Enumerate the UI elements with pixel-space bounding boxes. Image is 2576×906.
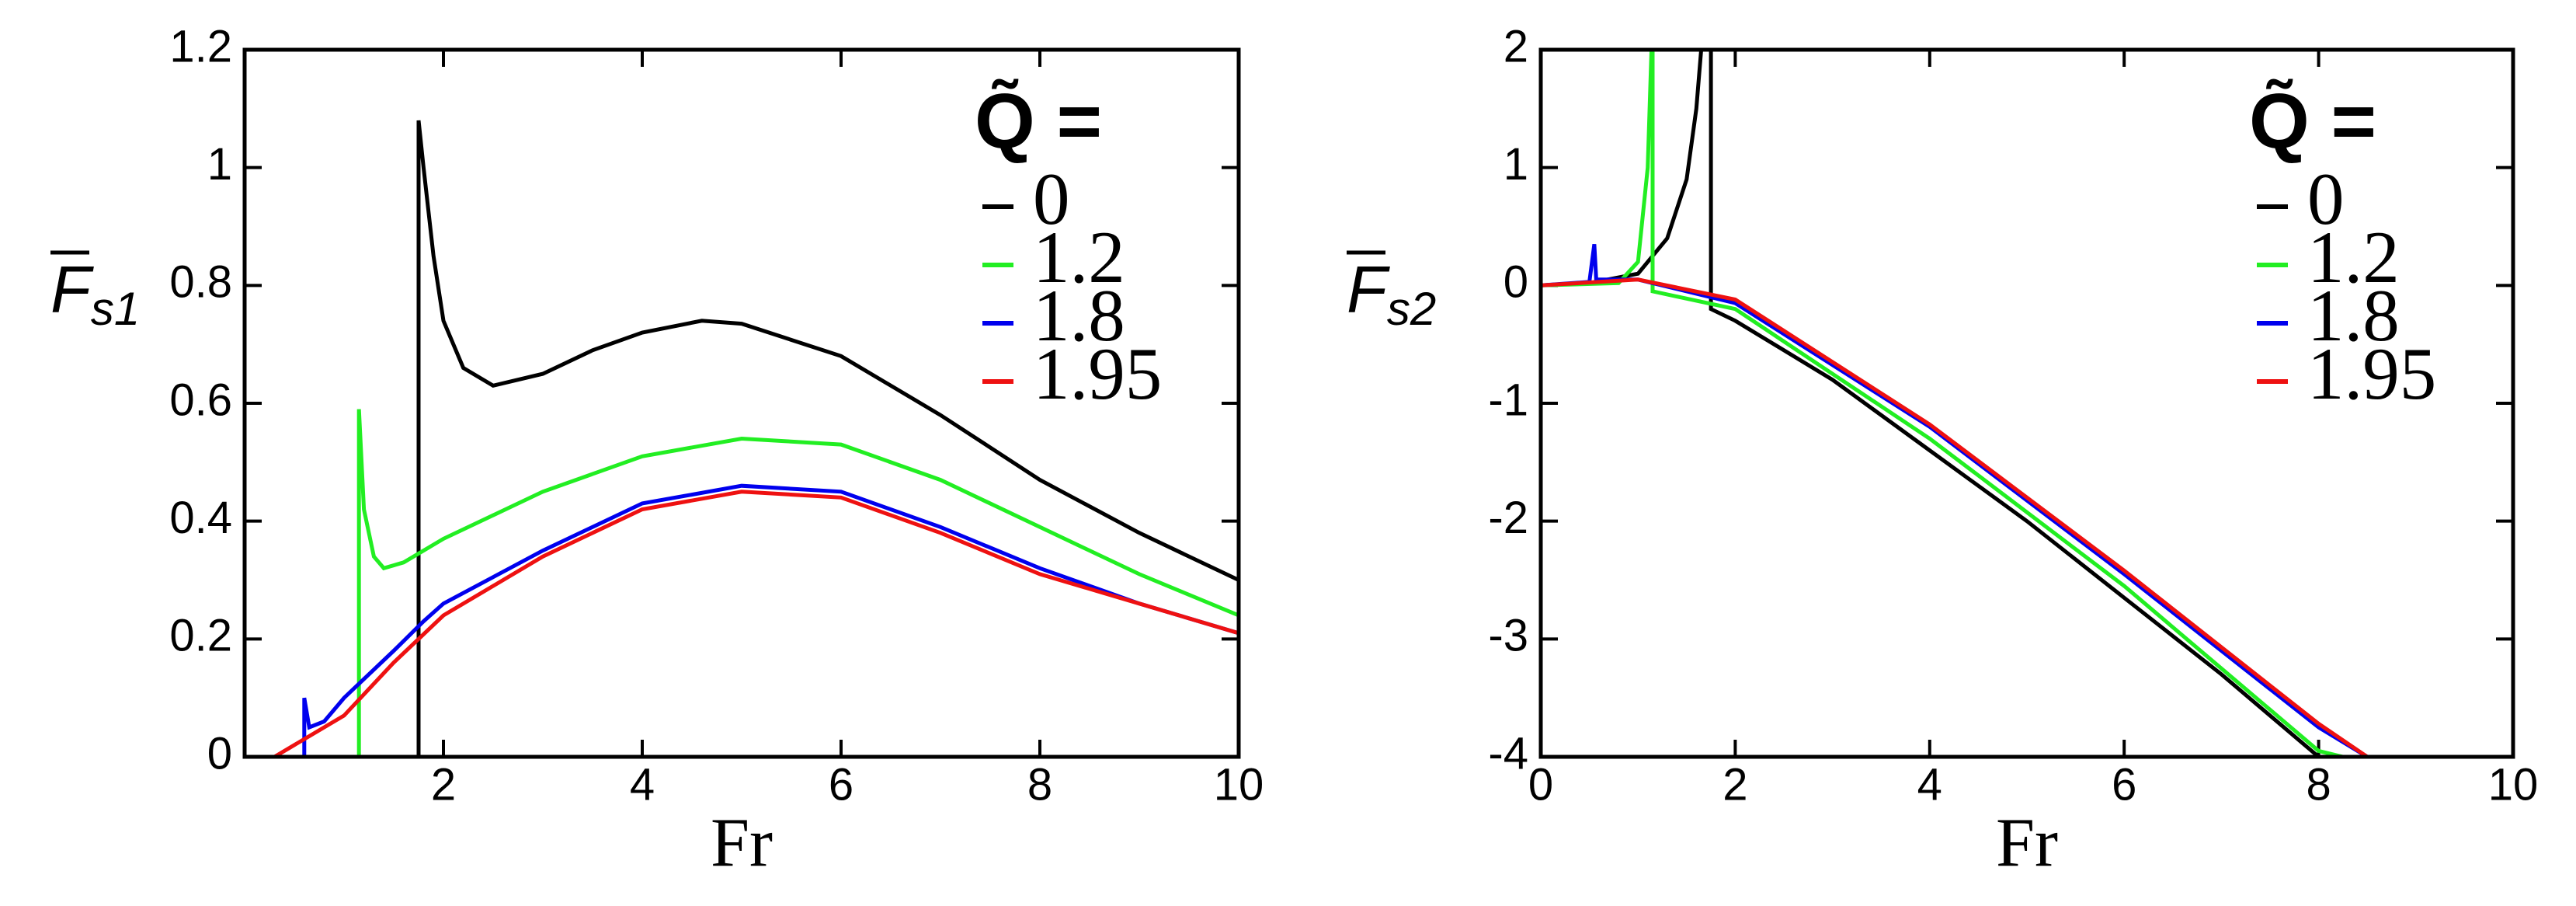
legend-title: Q̃ = — [975, 78, 1102, 165]
y-axis-label-main: F — [1347, 253, 1390, 327]
legend-label: 1.2 — [1033, 216, 1125, 298]
x-tick-label: 4 — [630, 759, 655, 810]
plot-frame — [242, 47, 1241, 759]
series-line — [416, 120, 1239, 757]
y-tick-label: 1.2 — [169, 21, 232, 71]
y-tick-label: 0 — [207, 728, 232, 779]
legend-label: 1.8 — [2307, 274, 2400, 357]
y-tick-label: -3 — [1488, 611, 1528, 661]
y-tick-label: 1 — [1504, 139, 1528, 190]
y-tick-label: -1 — [1488, 375, 1528, 425]
x-axis-label: Fr — [711, 805, 773, 882]
y-axis-label-sub: s1 — [91, 283, 140, 335]
legend-label: 1.2 — [2307, 216, 2400, 298]
y-axis-label: Fs2 — [1347, 253, 1436, 334]
y-tick-label: 2 — [1504, 21, 1528, 71]
series-line — [302, 483, 1239, 757]
legend-label: 0 — [2307, 158, 2345, 240]
y-axis-label-main: F — [50, 253, 94, 327]
x-axis-label: Fr — [1996, 805, 2058, 882]
legend-label: 1.8 — [1033, 274, 1125, 357]
y-tick-label: 0.6 — [169, 375, 232, 425]
series-line — [1541, 243, 2369, 757]
legend-label: 1.95 — [2307, 333, 2436, 415]
x-tick-label: 4 — [1917, 759, 1942, 810]
series-line — [273, 490, 1239, 757]
x-tick-label: 6 — [829, 759, 853, 810]
y-tick-label: 0.2 — [169, 611, 232, 661]
x-tick-label: 10 — [1214, 759, 1264, 810]
x-tick-label: 2 — [1723, 759, 1747, 810]
y-tick-label: 0.4 — [169, 493, 232, 543]
y-axis-label: Fs1 — [50, 253, 140, 334]
y-tick-label: 0.8 — [169, 257, 232, 308]
series-line — [1541, 50, 2344, 757]
y-tick-label: -2 — [1488, 493, 1528, 543]
y-tick-label: 0 — [1504, 257, 1528, 308]
x-tick-label: 8 — [2306, 759, 2331, 810]
x-tick-label: 10 — [2488, 759, 2539, 810]
x-tick-label: 6 — [2112, 759, 2136, 810]
y-axis-label-sub: s2 — [1387, 283, 1436, 335]
legend-label: 1.95 — [1033, 333, 1162, 415]
x-tick-label: 0 — [1528, 759, 1553, 810]
x-tick-label: 8 — [1027, 759, 1052, 810]
x-tick-label: 2 — [431, 759, 456, 810]
legend-label: 0 — [1033, 158, 1070, 240]
series-line — [1541, 50, 2320, 757]
y-tick-label: 1 — [207, 139, 232, 190]
series-line — [356, 409, 1239, 757]
plot-frame — [1538, 47, 2515, 759]
legend-title: Q̃ = — [2249, 78, 2376, 165]
series-line — [1541, 277, 2369, 757]
y-tick-label: -4 — [1488, 728, 1528, 779]
